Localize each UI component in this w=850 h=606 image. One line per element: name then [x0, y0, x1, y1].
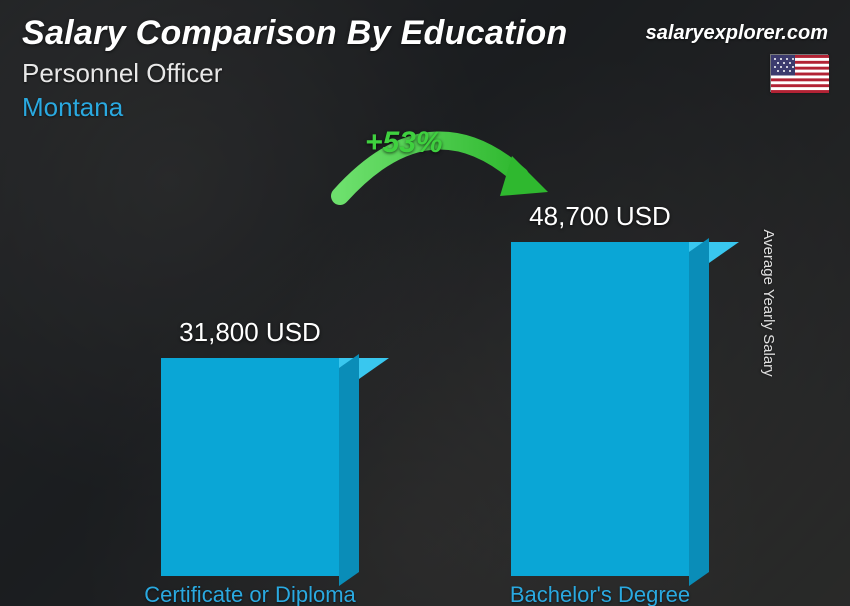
bar-certificate-or-diploma: 31,800 USDCertificate or Diploma	[120, 317, 380, 576]
bar-body	[511, 242, 689, 576]
bar-category-label: Certificate or Diploma	[144, 582, 356, 606]
percentage-increase: +53%	[365, 126, 443, 160]
bar-body	[161, 358, 339, 576]
flag-icon	[770, 54, 828, 92]
bar-side-face	[339, 354, 359, 586]
infographic-canvas: Salary Comparison By Education Personnel…	[0, 0, 850, 606]
bar-category-label: Bachelor's Degree	[510, 582, 690, 606]
bar-value: 31,800 USD	[120, 317, 380, 348]
bar-chart: +53% 31,800 USDCertificate or Diploma48,…	[0, 146, 810, 576]
page-title: Salary Comparison By Education	[22, 14, 568, 53]
bar-front-face	[511, 242, 689, 576]
bar-bachelor-s-degree: 48,700 USDBachelor's Degree	[470, 201, 730, 576]
brand-watermark: salaryexplorer.com	[646, 22, 828, 45]
bar-front-face	[161, 358, 339, 576]
bar-side-face	[689, 238, 709, 586]
bar-value: 48,700 USD	[470, 201, 730, 232]
job-title: Personnel Officer	[22, 58, 222, 89]
region-name: Montana	[22, 92, 123, 123]
us-flag-svg	[771, 55, 829, 93]
